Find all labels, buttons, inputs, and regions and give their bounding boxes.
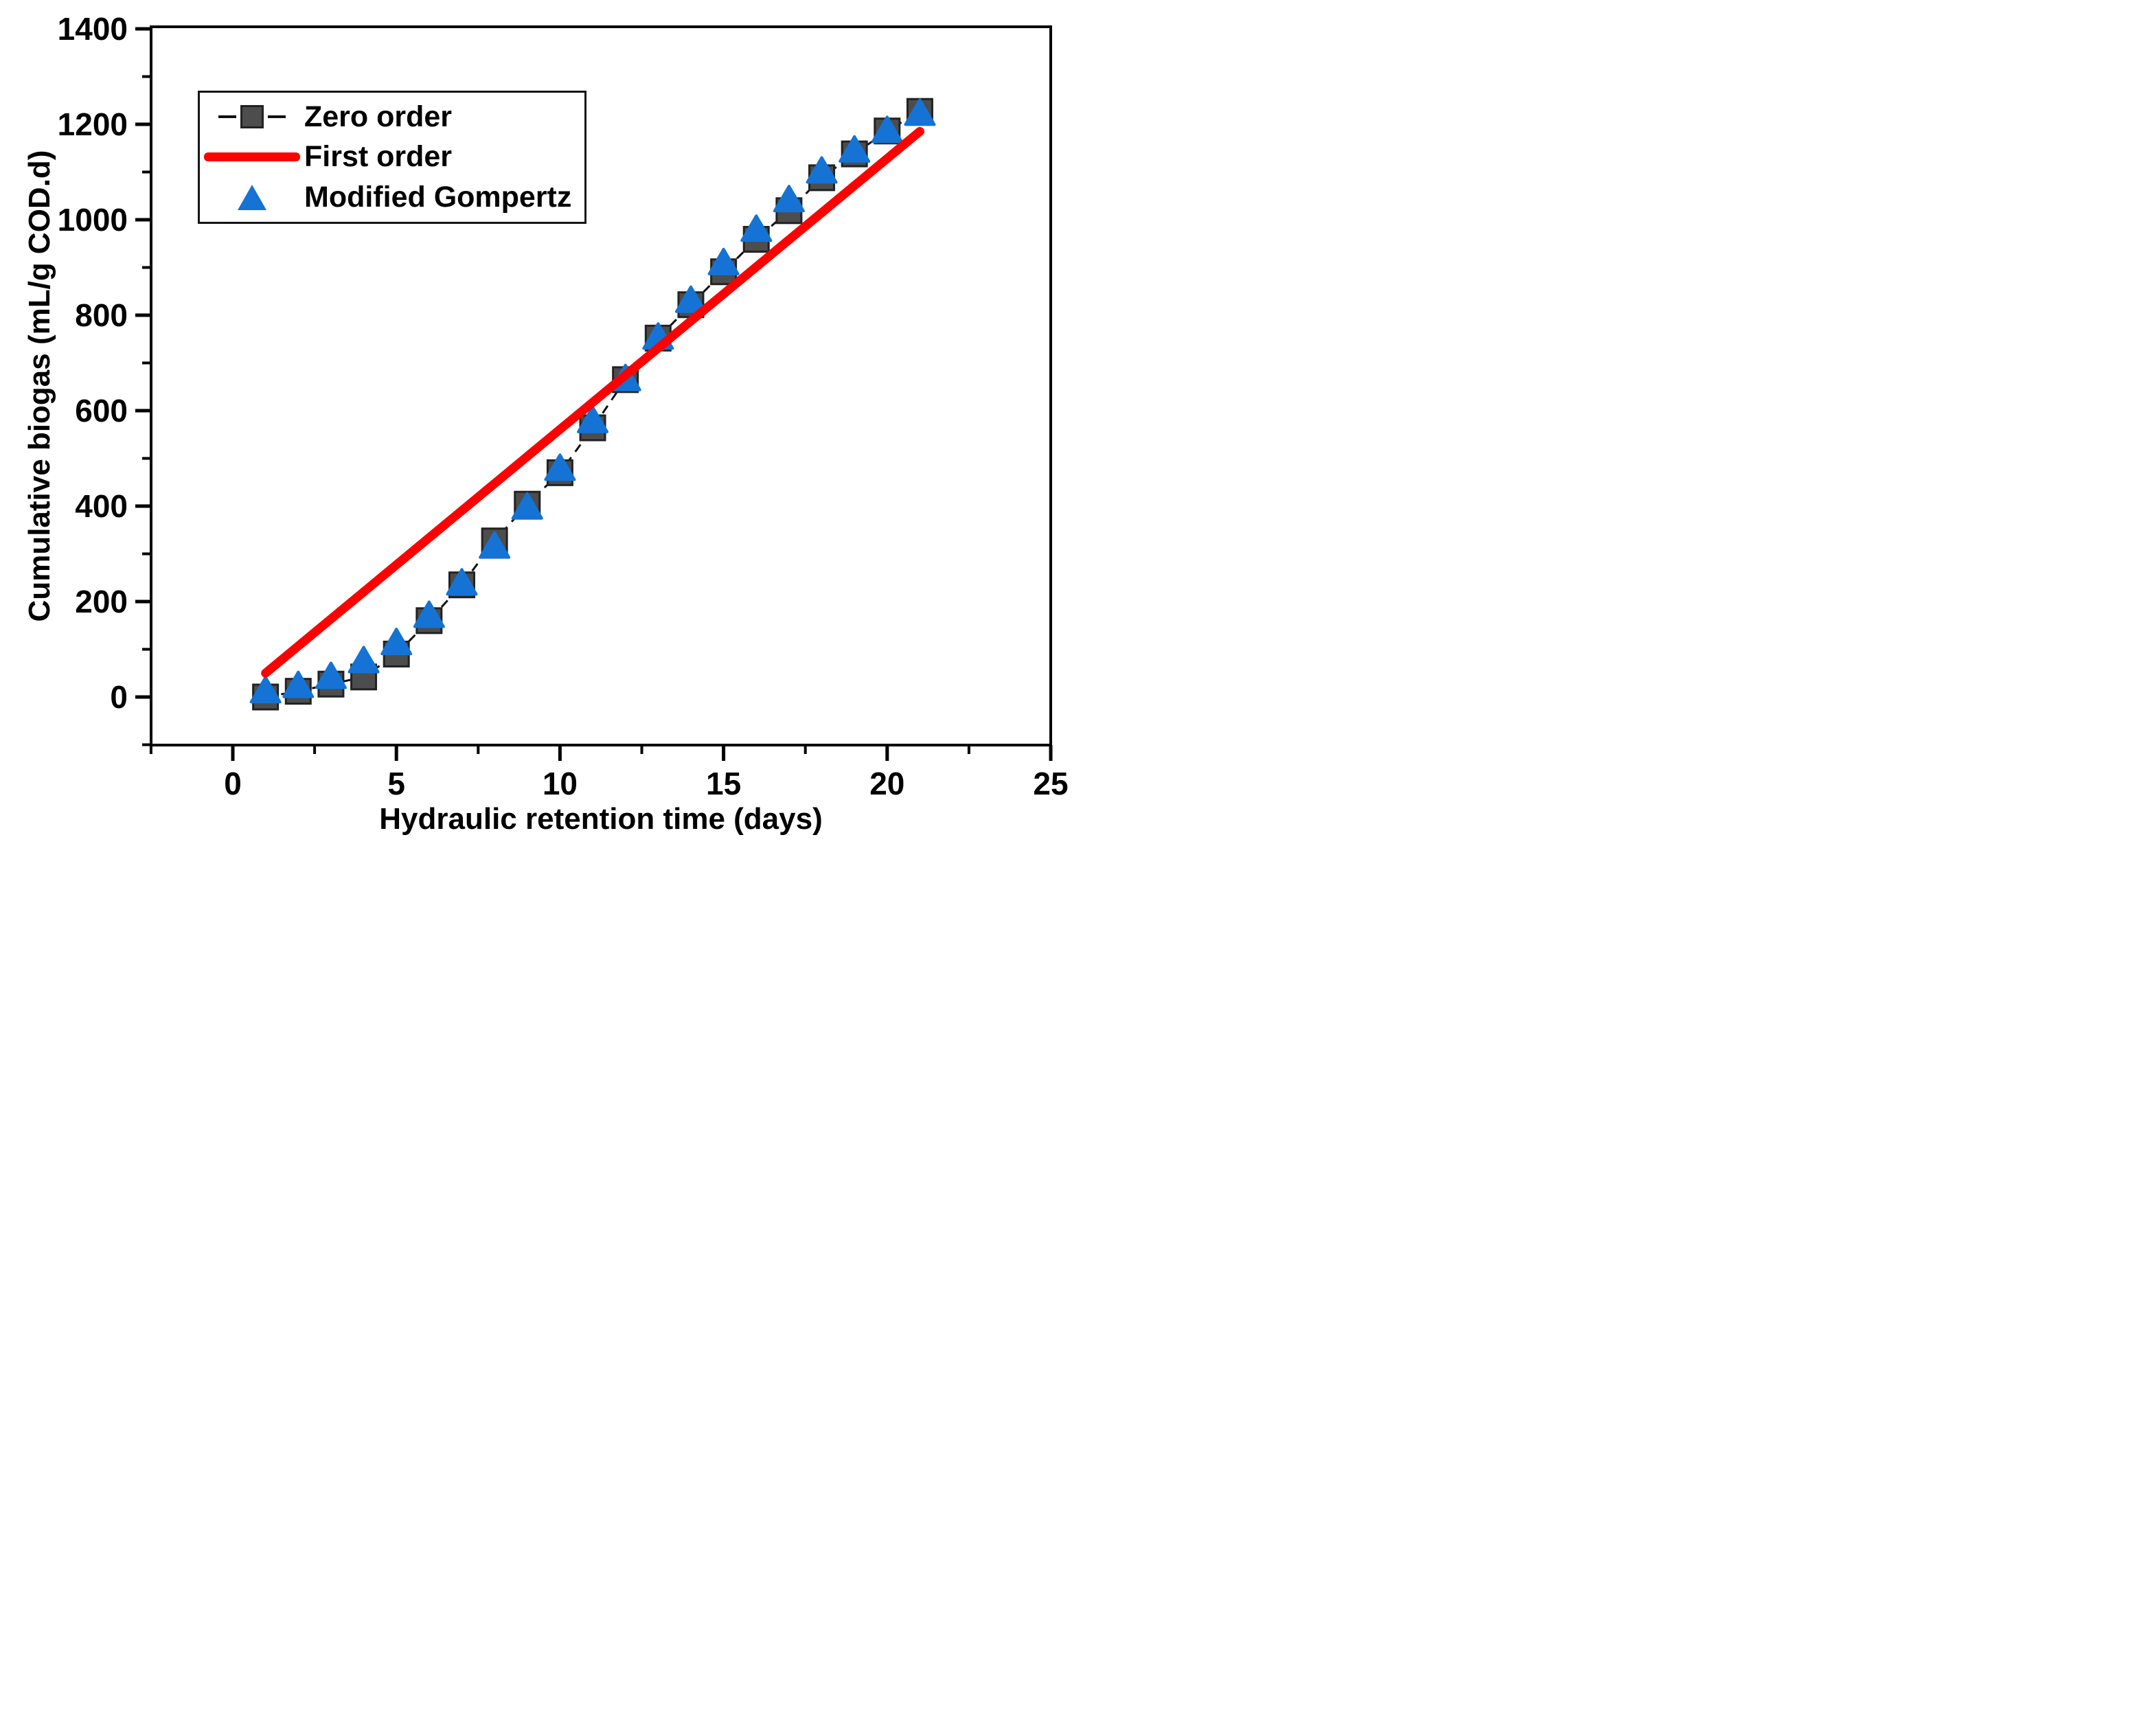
modified-gompertz-marker	[282, 670, 315, 698]
legend-entry-modified-gompertz: Modified Gompertz	[200, 178, 584, 218]
modified-gompertz-marker	[511, 492, 543, 520]
y-tick-label: 800	[75, 297, 128, 333]
modified-gompertz-marker	[871, 115, 903, 144]
modified-gompertz-marker	[380, 628, 413, 656]
x-tick-label: 20	[869, 766, 904, 801]
modified-gompertz-marker	[674, 285, 707, 313]
modified-gompertz-marker	[740, 214, 773, 242]
y-tick-label: 600	[75, 393, 128, 429]
modified-gompertz-marker	[839, 135, 871, 163]
x-tick-label: 25	[1033, 766, 1068, 801]
dashed-line-segment	[268, 115, 286, 119]
modified-gompertz-marker	[577, 405, 609, 433]
modified-gompertz-marker	[773, 185, 805, 213]
modified-gompertz-swatch	[200, 185, 304, 211]
plot-frame	[150, 25, 1052, 746]
first-order-swatch	[200, 152, 304, 162]
x-tick-label: 10	[543, 766, 578, 801]
legend-box: Zero order First order Modified Gompertz	[198, 91, 586, 224]
modified-gompertz-marker	[904, 98, 936, 126]
legend-entry-zero-order: Zero order	[200, 97, 584, 137]
legend-label-modified-gompertz: Modified Gompertz	[304, 181, 572, 214]
y-tick-label: 400	[75, 488, 128, 524]
y-tick-label: 1000	[58, 202, 128, 238]
dashed-line-segment	[218, 115, 236, 119]
biogas-kinetics-chart: 0 5 10 15 20 25 0 200 400 600 800 1000 1200 1400 Hydr…	[0, 0, 1071, 868]
y-tick-label: 0	[110, 679, 128, 715]
y-axis-title: Cumulative biogas (mL/g COD.d)	[23, 150, 56, 622]
modified-gompertz-marker	[347, 646, 380, 674]
plot-area: 0 5 10 15 20 25 0 200 400 600 800 1000 1200 1400	[58, 11, 1069, 801]
first-order-line	[261, 126, 924, 678]
x-tick-label: 5	[387, 766, 405, 801]
x-tick-label: 15	[706, 766, 741, 801]
modified-gompertz-marker	[806, 156, 838, 184]
modified-gompertz-marker	[707, 247, 740, 275]
modified-gompertz-marker	[315, 661, 347, 689]
modified-gompertz-marker	[249, 676, 282, 704]
x-tick-label: 0	[224, 766, 242, 801]
y-tick-label: 200	[75, 584, 128, 619]
triangle-marker-icon	[238, 185, 266, 211]
legend-label-first-order: First order	[304, 140, 453, 174]
modified-gompertz-marker	[544, 453, 576, 481]
red-line-icon	[204, 152, 300, 162]
zero-order-swatch	[200, 105, 304, 129]
y-tick-label: 1400	[58, 11, 128, 47]
x-axis-title: Hydraulic retention time (days)	[379, 802, 823, 836]
modified-gompertz-marker	[446, 568, 478, 596]
square-marker-icon	[240, 105, 264, 129]
modified-gompertz-marker	[413, 600, 445, 628]
y-tick-label: 1200	[58, 106, 128, 142]
legend-entry-first-order: First order	[200, 137, 584, 177]
modified-gompertz-marker	[479, 531, 511, 559]
legend-label-zero-order: Zero order	[304, 100, 453, 133]
